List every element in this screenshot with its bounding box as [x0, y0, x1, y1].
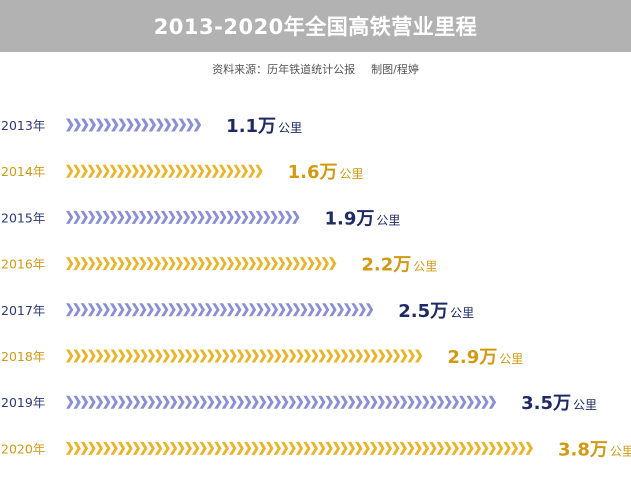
value-label: 2.5万 公里 [398, 301, 474, 322]
chart-title: 2013-2020年全国高铁营业里程 [0, 0, 631, 52]
bar-2020年 [66, 441, 533, 455]
source-text: 资料来源：历年铁道统计公报 [212, 63, 356, 76]
bar-2013年 [66, 118, 202, 132]
value-label: 1.9万 公里 [325, 208, 401, 229]
credit-text: 制图/程婷 [371, 63, 419, 76]
bar-2017年 [66, 303, 374, 317]
category-label: 2015年 [1, 210, 45, 225]
bar-2015年 [66, 210, 300, 224]
category-label: 2013年 [1, 118, 45, 133]
value-label: 3.8万 公里 [558, 439, 631, 460]
source-note: 资料来源：历年铁道统计公报 制图/程婷 [0, 61, 631, 77]
bar-2018年 [66, 349, 423, 363]
category-label: 2016年 [1, 257, 45, 272]
value-label: 2.9万 公里 [447, 347, 523, 368]
category-label: 2018年 [1, 349, 45, 364]
value-label: 1.6万 公里 [288, 162, 364, 183]
category-label: 2020年 [1, 441, 45, 456]
value-label: 3.5万 公里 [521, 393, 597, 414]
value-label: 1.1万 公里 [226, 116, 302, 137]
category-label: 2017年 [1, 303, 45, 318]
bar-2016年 [66, 257, 337, 271]
category-label: 2019年 [1, 395, 45, 410]
bar-2019年 [66, 395, 497, 409]
bar-2014年 [66, 164, 263, 178]
category-label: 2014年 [1, 164, 45, 179]
value-label: 2.2万 公里 [361, 255, 437, 276]
